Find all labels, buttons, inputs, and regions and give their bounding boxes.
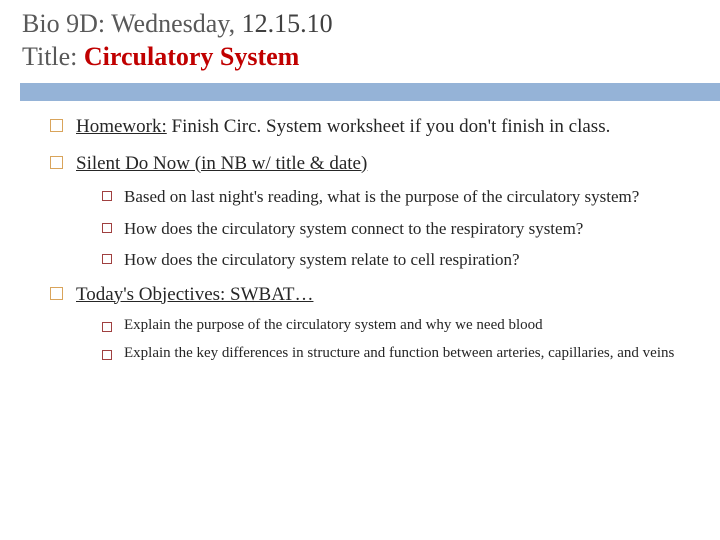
list-item: Silent Do Now (in NB w/ title & date) Ba… [50,150,690,273]
title-prefix: Bio 9D: Wednesday, [22,9,242,38]
list-item: How does the circulatory system relate t… [102,247,690,273]
accent-bar [20,83,720,101]
list-item: Today's Objectives: SWBAT… Explain the p… [50,281,690,365]
donow-q3: How does the circulatory system relate t… [124,250,520,269]
title-line-1: Bio 9D: Wednesday, 12.15.10 [22,8,698,41]
objective-1: Explain the purpose of the circulatory s… [124,317,543,333]
list-item: Based on last night's reading, what is t… [102,184,690,210]
slide-header: Bio 9D: Wednesday, 12.15.10 Title: Circu… [0,0,720,79]
title-date: 12.15.10 [242,9,333,38]
title-value: Circulatory System [84,42,299,71]
list-item: Homework: Finish Circ. System worksheet … [50,113,690,142]
donow-q2: How does the circulatory system connect … [124,219,583,238]
bullet-list: Homework: Finish Circ. System worksheet … [50,113,690,365]
slide-content: Homework: Finish Circ. System worksheet … [0,113,720,365]
objective-2: Explain the key differences in structure… [124,345,674,361]
donow-q1: Based on last night's reading, what is t… [124,187,639,206]
sub-list: Explain the purpose of the circulatory s… [76,315,690,365]
homework-label: Homework: [76,116,167,137]
list-item: How does the circulatory system connect … [102,216,690,242]
bullet-text: Homework: Finish Circ. System worksheet … [76,116,610,137]
donow-label: Silent Do Now (in NB w/ title & date) [76,153,367,174]
title-label: Title: [22,42,84,71]
objectives-label: Today's Objectives: SWBAT… [76,284,313,305]
title-line-2: Title: Circulatory System [22,41,698,74]
sub-list: Based on last night's reading, what is t… [76,184,690,273]
homework-text: Finish Circ. System worksheet if you don… [167,116,611,137]
list-item: Explain the purpose of the circulatory s… [102,315,690,337]
list-item: Explain the key differences in structure… [102,343,690,365]
slide-container: Bio 9D: Wednesday, 12.15.10 Title: Circu… [0,0,720,540]
